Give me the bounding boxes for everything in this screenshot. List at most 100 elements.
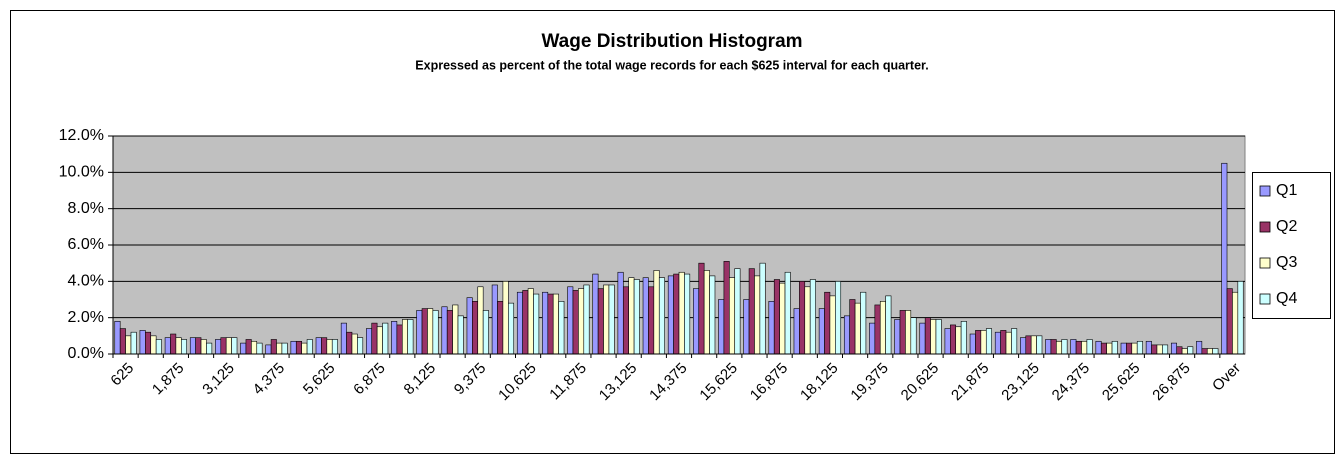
- bar: [139, 330, 146, 355]
- bar: [1196, 340, 1203, 355]
- bar: [321, 337, 328, 355]
- bar: [578, 288, 585, 355]
- bar: [768, 301, 775, 355]
- bar: [1061, 339, 1068, 355]
- bar: [910, 317, 917, 355]
- bar: [754, 275, 761, 355]
- bar: [1162, 344, 1169, 355]
- bar: [114, 320, 121, 355]
- bar: [905, 310, 912, 355]
- bar: [642, 277, 649, 355]
- bar: [653, 270, 660, 355]
- legend-swatch: [1259, 293, 1271, 305]
- legend-swatch: [1259, 257, 1271, 269]
- bar: [648, 286, 655, 355]
- bar: [849, 299, 856, 355]
- bar: [516, 291, 523, 355]
- bar: [1126, 342, 1133, 355]
- bar: [1095, 340, 1102, 355]
- bar: [1206, 348, 1213, 355]
- bar: [1212, 348, 1219, 355]
- bar: [1045, 339, 1052, 355]
- bar: [678, 271, 685, 355]
- bar: [371, 322, 378, 355]
- bar: [276, 342, 283, 355]
- bar: [552, 293, 559, 355]
- bar: [935, 319, 942, 355]
- bar: [723, 261, 730, 355]
- bar: [1036, 335, 1043, 355]
- legend-swatch: [1259, 185, 1271, 197]
- bar: [809, 279, 816, 355]
- bar: [401, 319, 408, 355]
- bar: [366, 328, 373, 355]
- bar: [829, 295, 836, 355]
- bar: [658, 277, 665, 355]
- bar: [1156, 344, 1163, 355]
- bar: [1030, 335, 1037, 355]
- bar: [497, 301, 504, 355]
- bar: [200, 339, 207, 355]
- bar: [421, 308, 428, 355]
- bar: [633, 279, 640, 355]
- bar: [270, 339, 277, 355]
- bar: [206, 342, 213, 355]
- bar: [245, 339, 252, 355]
- bar: [382, 322, 389, 355]
- bar: [130, 331, 137, 355]
- bar: [351, 333, 358, 355]
- bar: [879, 301, 886, 355]
- bar: [1237, 281, 1244, 355]
- y-tick-label: 2.0%: [68, 309, 104, 326]
- bar: [164, 337, 171, 355]
- bar: [290, 340, 297, 355]
- bar: [804, 286, 811, 355]
- bar: [854, 302, 861, 355]
- bar: [667, 275, 674, 355]
- bar: [994, 331, 1001, 355]
- bar: [617, 271, 624, 355]
- bar: [416, 310, 423, 355]
- bar: [835, 281, 842, 355]
- bar: [346, 331, 353, 355]
- bar: [572, 290, 579, 355]
- bar: [396, 324, 403, 355]
- bar: [969, 333, 976, 355]
- bar: [583, 284, 590, 355]
- bar: [265, 344, 272, 355]
- bar: [1136, 340, 1143, 355]
- bar: [824, 291, 831, 355]
- bar: [145, 331, 152, 355]
- bar: [446, 310, 453, 355]
- bar: [1070, 339, 1077, 355]
- bar: [1232, 291, 1239, 355]
- bar: [558, 301, 565, 355]
- bar: [759, 262, 766, 355]
- bar: [189, 337, 196, 355]
- bar: [155, 339, 162, 355]
- bar: [452, 304, 459, 355]
- bar: [547, 293, 554, 355]
- bar: [793, 308, 800, 355]
- bar: [195, 337, 202, 355]
- chart-title: Wage Distribution Histogram: [541, 31, 802, 52]
- bar: [1187, 346, 1194, 355]
- bar: [773, 279, 780, 355]
- bar: [357, 337, 364, 355]
- bar: [980, 330, 987, 355]
- legend-label: Q2: [1276, 218, 1297, 235]
- bar: [955, 326, 962, 355]
- bar: [306, 339, 313, 355]
- bar: [256, 342, 263, 355]
- bar: [472, 301, 479, 355]
- bar: [527, 288, 534, 355]
- bar: [944, 328, 951, 355]
- bar: [718, 299, 725, 355]
- bar: [1020, 337, 1027, 355]
- bar: [894, 319, 901, 355]
- bar: [698, 262, 705, 355]
- y-tick-label: 8.0%: [68, 200, 104, 217]
- bar: [743, 299, 750, 355]
- bar: [950, 324, 957, 355]
